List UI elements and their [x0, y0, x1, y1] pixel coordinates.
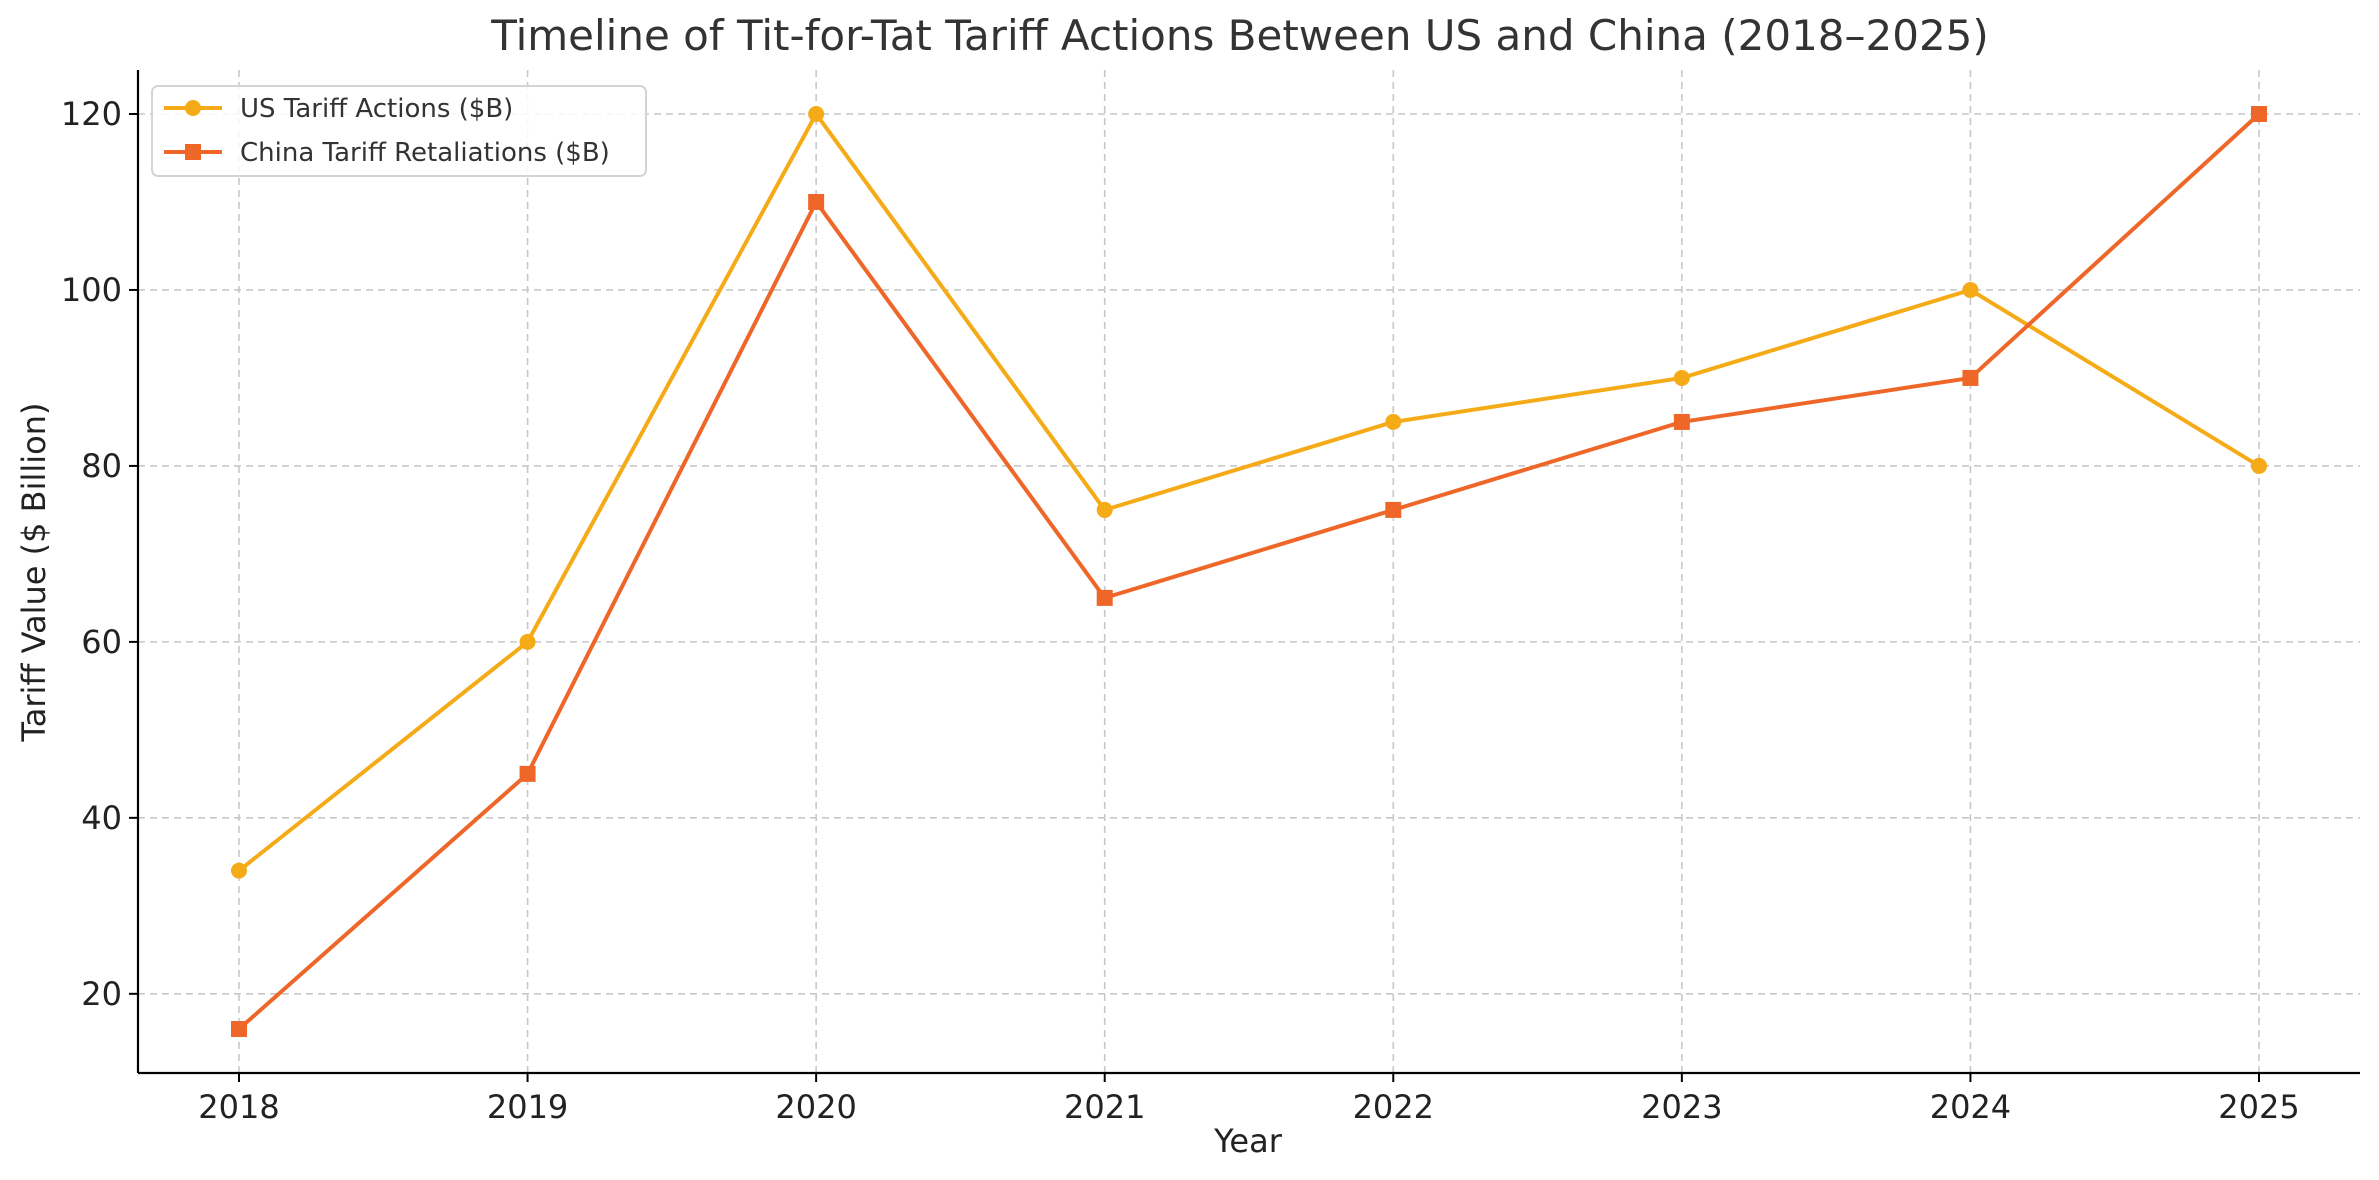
data-point-marker: [808, 193, 825, 210]
x-tick-label: 2022: [1353, 1088, 1434, 1126]
series-lines: [231, 105, 2267, 1038]
y-tick-label: 40: [81, 799, 122, 837]
data-point-marker: [1673, 369, 1690, 386]
legend-label: US Tariff Actions ($B): [240, 94, 513, 124]
data-point-marker: [1385, 501, 1402, 518]
series-line: [237, 111, 2261, 873]
x-tick-label: 2021: [1064, 1088, 1145, 1126]
x-tick-label: 2019: [487, 1088, 568, 1126]
x-tick-label: 2020: [775, 1088, 856, 1126]
legend-items: US Tariff Actions ($B) China Tariff Retal…: [164, 94, 610, 168]
axes: [136, 70, 2360, 1075]
x-tick-label: 2018: [198, 1088, 279, 1126]
data-point-marker: [1096, 501, 1113, 518]
x-tick-label: 2023: [1641, 1088, 1722, 1126]
data-point-marker: [1673, 413, 1690, 430]
chart-title: Timeline of Tit-for-Tat Tariff Actions B…: [490, 11, 1989, 60]
y-tick-label: 100: [61, 271, 122, 309]
data-point-marker: [2251, 457, 2267, 474]
legend: US Tariff Actions ($B) China Tariff Retal…: [151, 85, 647, 177]
x-axis-ticks: 2018 2019 2020 2021 2022 2023 2024 2025: [198, 1073, 2300, 1126]
x-tick-label: 2024: [1930, 1088, 2011, 1126]
series-line: [237, 111, 2261, 1032]
legend-frame: [151, 85, 647, 177]
y-tick-label: 20: [81, 975, 122, 1013]
legend-label: China Tariff Retaliations ($B): [240, 138, 610, 168]
y-axis-ticks: 20 40 60 80 100 120: [61, 95, 138, 1013]
data-point-marker: [808, 105, 825, 122]
grid-lines: [138, 70, 2360, 1073]
y-axis-title: Tariff Value ($ Billion): [15, 402, 53, 742]
x-axis-title: Year: [1213, 1122, 1283, 1160]
y-tick-label: 80: [81, 447, 122, 485]
data-point-marker: [2251, 105, 2267, 122]
data-point-marker: [1962, 281, 1979, 298]
legend-entry: China Tariff Retaliations ($B): [164, 138, 610, 168]
legend-entry: US Tariff Actions ($B): [164, 94, 513, 124]
data-point-marker: [1385, 413, 1402, 430]
data-point-marker: [1962, 369, 1979, 386]
legend-marker: [185, 144, 201, 160]
x-tick-label: 2025: [2218, 1088, 2299, 1126]
series-china-tariff-retaliations: [231, 105, 2267, 1038]
data-point-marker: [519, 765, 536, 782]
series-us-tariff-actions: [231, 105, 2267, 879]
y-tick-label: 120: [61, 95, 122, 133]
data-point-marker: [519, 633, 536, 650]
data-point-marker: [231, 1021, 247, 1038]
y-tick-label: 60: [81, 623, 122, 661]
data-point-marker: [1096, 589, 1113, 606]
legend-marker: [185, 100, 201, 116]
data-point-marker: [231, 862, 247, 879]
